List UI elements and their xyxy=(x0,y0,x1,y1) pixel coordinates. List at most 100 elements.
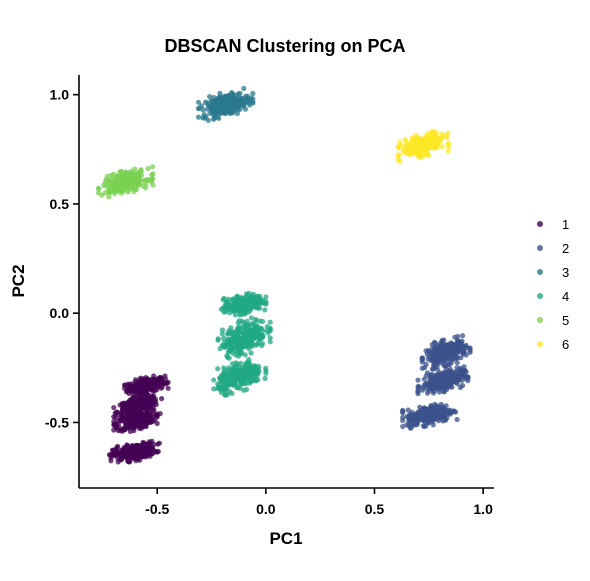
data-point xyxy=(115,459,121,465)
data-point xyxy=(416,154,422,160)
data-point xyxy=(102,190,108,196)
data-point xyxy=(143,185,149,191)
data-point xyxy=(148,418,154,424)
data-point xyxy=(413,148,419,154)
data-point xyxy=(142,177,148,184)
data-point xyxy=(128,415,134,421)
data-point xyxy=(237,329,243,336)
data-point xyxy=(195,114,202,120)
data-point xyxy=(442,346,449,352)
data-point xyxy=(439,337,445,344)
data-point xyxy=(421,376,427,382)
data-point xyxy=(260,318,266,325)
data-point xyxy=(400,407,406,413)
data-point xyxy=(460,351,466,357)
data-point xyxy=(237,90,243,97)
data-point xyxy=(121,415,127,421)
data-point xyxy=(253,326,259,332)
data-point xyxy=(454,365,460,371)
data-point xyxy=(243,297,249,303)
data-point xyxy=(460,371,466,377)
data-point xyxy=(237,106,243,112)
data-point xyxy=(162,373,168,379)
data-point xyxy=(226,355,232,361)
series-4-points xyxy=(211,290,273,398)
legend-swatch xyxy=(537,341,543,347)
legend-label: 3 xyxy=(562,265,569,280)
legend-swatch xyxy=(537,245,543,251)
data-point xyxy=(125,450,131,457)
data-point xyxy=(246,290,252,296)
data-point xyxy=(229,390,235,396)
legend-swatch xyxy=(537,269,543,275)
data-point xyxy=(453,354,459,360)
y-axis-label: PC2 xyxy=(9,264,28,297)
data-point xyxy=(151,407,157,413)
data-point xyxy=(417,413,423,419)
data-point xyxy=(262,307,268,313)
data-point xyxy=(230,333,236,339)
data-point xyxy=(143,453,149,459)
data-point xyxy=(245,370,251,376)
data-point xyxy=(440,352,446,359)
data-point xyxy=(232,312,238,318)
data-point xyxy=(217,102,223,108)
x-tick-label: 0.5 xyxy=(365,501,385,517)
data-point xyxy=(247,362,253,368)
data-point xyxy=(416,141,422,147)
data-point xyxy=(427,374,434,381)
data-point xyxy=(211,116,217,122)
data-point xyxy=(138,408,144,414)
data-point xyxy=(125,387,131,393)
data-point xyxy=(251,300,257,307)
data-point xyxy=(420,385,426,391)
data-point xyxy=(454,416,460,423)
data-point xyxy=(111,418,117,425)
data-point xyxy=(256,363,262,370)
data-point xyxy=(430,419,436,425)
legend-label: 2 xyxy=(562,241,569,256)
data-point xyxy=(150,450,156,456)
series-6-points xyxy=(395,128,451,164)
data-point xyxy=(116,412,122,418)
data-point xyxy=(467,345,473,351)
data-point xyxy=(211,377,217,383)
data-point xyxy=(427,409,433,415)
legend: 1 2 3 4 5 6 xyxy=(537,217,569,352)
data-point xyxy=(131,443,137,449)
data-point xyxy=(431,128,437,134)
data-point xyxy=(234,110,240,117)
y-tick-label: -0.5 xyxy=(45,414,69,430)
legend-swatch xyxy=(537,317,543,323)
legend-label: 5 xyxy=(562,313,569,328)
x-axis-ticks: -0.5 0.0 0.5 1.0 xyxy=(145,488,493,517)
data-point xyxy=(432,349,438,355)
data-point xyxy=(457,384,463,391)
data-point xyxy=(125,184,131,190)
data-point xyxy=(435,409,441,415)
data-point xyxy=(239,350,245,356)
data-point xyxy=(250,90,256,97)
data-point xyxy=(113,446,119,452)
data-point xyxy=(215,95,222,101)
data-point xyxy=(236,295,242,301)
data-point xyxy=(426,414,432,420)
data-point xyxy=(127,381,133,387)
data-point xyxy=(129,419,135,425)
data-point xyxy=(227,99,233,105)
data-point xyxy=(151,385,157,391)
data-point xyxy=(138,450,144,456)
data-point xyxy=(415,385,421,391)
data-point xyxy=(215,366,221,372)
data-point xyxy=(222,392,228,398)
data-point xyxy=(267,319,273,325)
data-point xyxy=(263,300,269,306)
data-point xyxy=(142,377,148,383)
data-point xyxy=(230,296,236,302)
data-point xyxy=(435,367,441,374)
data-point xyxy=(428,137,434,143)
data-point xyxy=(446,381,452,387)
data-point xyxy=(421,412,427,418)
data-point xyxy=(204,106,211,112)
data-point xyxy=(150,171,156,177)
